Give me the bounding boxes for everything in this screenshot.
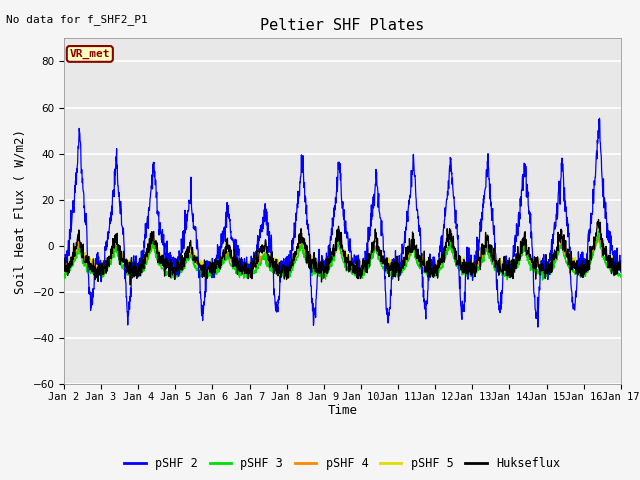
Legend: pSHF 2, pSHF 3, pSHF 4, pSHF 5, Hukseflux: pSHF 2, pSHF 3, pSHF 4, pSHF 5, Hukseflu…	[120, 452, 565, 475]
Title: Peltier SHF Plates: Peltier SHF Plates	[260, 18, 424, 33]
Y-axis label: Soil Heat Flux ( W/m2): Soil Heat Flux ( W/m2)	[14, 129, 27, 294]
X-axis label: Time: Time	[328, 405, 357, 418]
Text: VR_met: VR_met	[70, 49, 110, 59]
Text: No data for f_SHF2_P1: No data for f_SHF2_P1	[6, 14, 148, 25]
